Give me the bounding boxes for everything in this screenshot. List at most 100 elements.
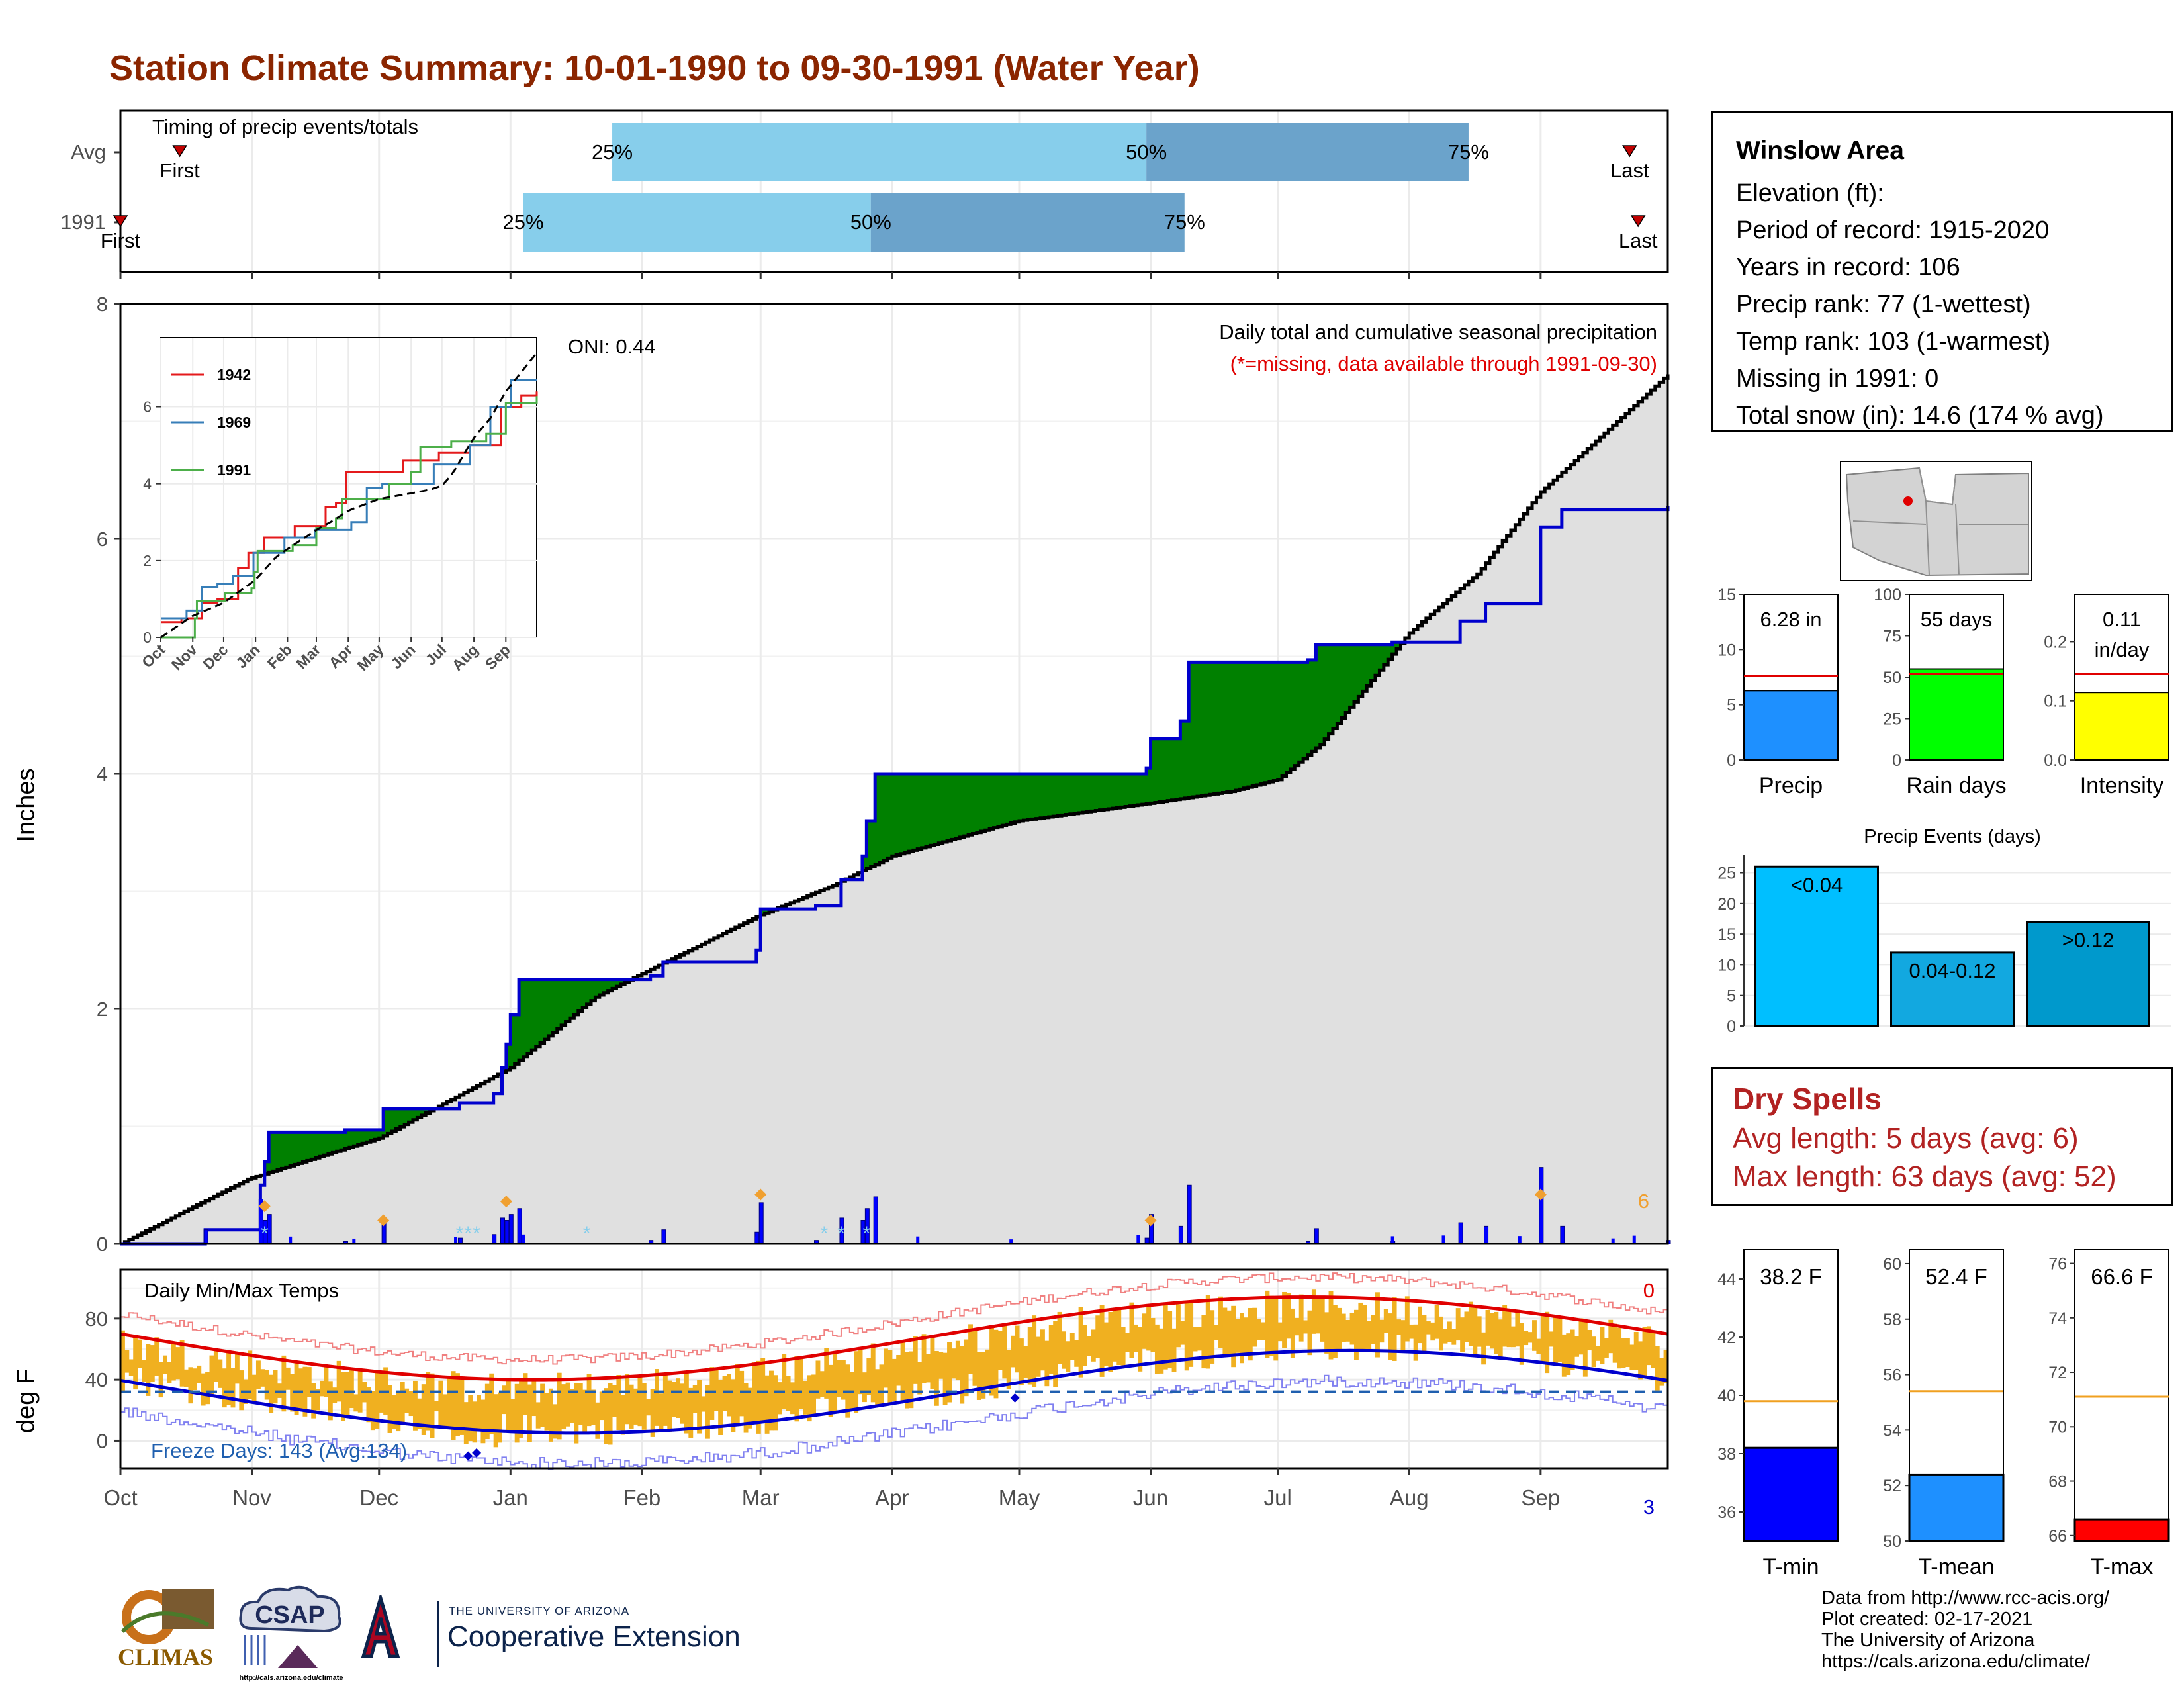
daily-temp-bar	[1625, 1338, 1630, 1368]
daily-temp-bar	[1256, 1319, 1261, 1340]
inset-ytick-label: 6	[143, 399, 152, 416]
daily-precip-bar	[203, 1229, 208, 1244]
daily-temp-bar	[798, 1357, 803, 1409]
daily-temp-bar	[586, 1374, 592, 1427]
events-bar-heavy	[2026, 921, 2150, 1027]
daily-precip-bar	[522, 1234, 525, 1244]
daily-temp-bar	[739, 1370, 745, 1417]
timing-row-label: Avg	[71, 140, 106, 164]
daily-temp-bar	[1277, 1322, 1283, 1342]
daily-temp-bar	[833, 1354, 838, 1412]
heavy-precip-marker	[1534, 1188, 1547, 1201]
daily-temp-bar	[477, 1395, 481, 1432]
daily-temp-bar	[1062, 1331, 1066, 1369]
daily-temp-bar	[824, 1348, 829, 1399]
precip-ytick-label: 2	[97, 998, 108, 1021]
daily-temp-bar	[1337, 1307, 1342, 1350]
daily-precip-bar	[1539, 1167, 1544, 1244]
daily-temp-bar	[866, 1358, 872, 1395]
daily-temp-bar	[646, 1399, 651, 1416]
events-category-label: Moderate	[1913, 1043, 1992, 1046]
last-event-marker	[1630, 215, 1646, 228]
daily-temp-bar	[255, 1360, 261, 1389]
temp-summary-ytick-label: 44	[1717, 1270, 1736, 1289]
daily-temp-bar	[519, 1380, 524, 1438]
daily-temp-bar	[1587, 1330, 1592, 1351]
daily-temp-bar	[1638, 1341, 1643, 1380]
temp-summary-ytick-label: 42	[1717, 1329, 1736, 1347]
daily-temp-bar	[1116, 1309, 1122, 1366]
inset-xtick-label: Aug	[449, 641, 482, 674]
events-value-label: <0.04	[1791, 873, 1843, 896]
daily-temp-bar	[913, 1336, 918, 1384]
inset-xtick-label: Nov	[168, 641, 201, 673]
daily-temp-bar	[1532, 1320, 1537, 1351]
dry-spells-box: Dry Spells Avg length: 5 days (avg: 6) M…	[1711, 1067, 2173, 1206]
daily-precip-bar	[1009, 1239, 1013, 1244]
daily-temp-bar	[616, 1374, 621, 1430]
daily-temp-bar	[1646, 1326, 1651, 1366]
daily-temp-bar	[332, 1387, 338, 1403]
daily-temp-bar	[306, 1367, 312, 1397]
record-low-marker	[463, 1451, 473, 1461]
daily-temp-bar	[1231, 1305, 1236, 1368]
daily-temp-bar	[1146, 1305, 1152, 1351]
timing-bar-p50-p75	[870, 193, 1185, 252]
month-xtick-label: May	[999, 1485, 1040, 1510]
daily-temp-bar	[472, 1401, 477, 1443]
daily-temp-bar	[548, 1388, 553, 1442]
daily-temp-bar	[489, 1373, 494, 1434]
heavy-precip-marker	[754, 1188, 767, 1201]
daily-temp-bar	[171, 1344, 176, 1381]
daily-temp-bar	[625, 1374, 630, 1425]
daily-temp-bar	[128, 1359, 134, 1377]
record-low-marker	[1010, 1393, 1020, 1403]
daily-temp-bar	[1282, 1291, 1287, 1348]
daily-temp-bar	[1087, 1336, 1092, 1356]
daily-temp-bar	[794, 1356, 799, 1422]
inset-xtick-label: Jul	[422, 641, 449, 669]
snow-marker: *	[837, 1223, 845, 1244]
summary-bar-label: Intensity	[2080, 773, 2164, 798]
daily-temp-bar	[951, 1348, 956, 1379]
daily-temp-bar	[1655, 1346, 1660, 1391]
daily-precip-bar	[1314, 1228, 1319, 1244]
timing-spacer	[0, 99, 119, 111]
daily-temp-bar	[1252, 1307, 1257, 1347]
precip-ytick-label: 0	[97, 1233, 108, 1251]
timing-p25-label: 25%	[592, 140, 633, 164]
daily-temp-bar	[688, 1387, 694, 1438]
daily-temp-bar	[188, 1367, 193, 1404]
daily-temp-bar	[1582, 1320, 1588, 1377]
daily-temp-bar	[1235, 1319, 1240, 1353]
daily-precip-bar	[289, 1236, 293, 1244]
summary-bar-0	[1743, 690, 1839, 761]
average-cumulative-area	[120, 374, 1668, 1244]
daily-temp-bar	[1120, 1327, 1126, 1366]
daily-temp-bar	[1053, 1321, 1058, 1387]
daily-temp-bar	[197, 1365, 202, 1383]
daily-temp-bar	[1040, 1329, 1045, 1371]
month-xtick-label: Oct	[103, 1485, 137, 1510]
daily-temp-bar	[896, 1354, 901, 1386]
daily-temp-bar	[900, 1340, 905, 1402]
daily-temp-bar	[655, 1369, 659, 1426]
daily-temp-bar	[1078, 1307, 1083, 1378]
daily-precip-bar	[381, 1222, 387, 1244]
events-ytick-label: 20	[1717, 895, 1736, 914]
month-xtick-label: Sep	[1521, 1485, 1560, 1510]
daily-temp-bar	[251, 1374, 257, 1402]
daily-temp-bar	[163, 1355, 167, 1374]
daily-temp-bar	[803, 1380, 808, 1415]
daily-temp-bar	[1409, 1324, 1414, 1339]
month-xtick-label: Jan	[493, 1485, 528, 1510]
dry-spells-title: Dry Spells	[1733, 1082, 1882, 1116]
daily-temp-bar	[569, 1389, 574, 1423]
daily-temp-bar	[531, 1378, 537, 1417]
daily-temp-bar	[760, 1358, 766, 1421]
snow-marker: *	[261, 1223, 269, 1244]
events-ytick-label: 10	[1717, 956, 1736, 974]
daily-temp-bar	[273, 1370, 278, 1404]
events-category-label: Light	[1795, 1043, 1839, 1046]
daily-temp-bar	[498, 1392, 502, 1443]
